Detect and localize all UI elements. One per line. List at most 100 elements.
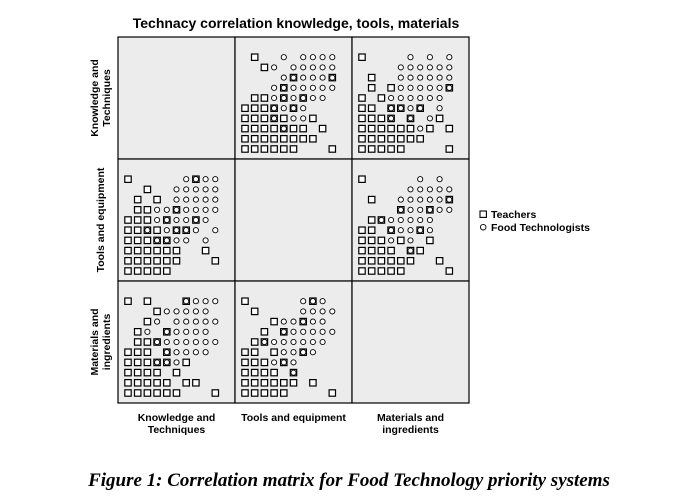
point-teachers <box>397 267 405 275</box>
point-food-technologists <box>163 338 170 346</box>
point-food-technologists <box>329 328 336 335</box>
point-food-technologists <box>212 176 219 183</box>
point-food-technologists <box>446 206 453 213</box>
point-teachers <box>387 135 395 143</box>
panel-r1-c2 <box>351 158 470 282</box>
point-food-technologists <box>202 338 209 346</box>
point-food-technologists <box>329 64 336 71</box>
row-label-line: Techniques <box>101 69 113 127</box>
point-teachers <box>377 145 386 153</box>
point-teachers <box>143 206 152 214</box>
point-teachers <box>367 216 376 224</box>
point-food-technologists <box>417 186 424 193</box>
point-food-technologists <box>388 227 395 234</box>
point-food-technologists <box>202 176 209 183</box>
point-food-technologists <box>309 349 316 356</box>
point-food-technologists <box>173 227 180 234</box>
point-teachers <box>260 389 269 397</box>
point-teachers <box>377 114 386 123</box>
point-teachers <box>133 267 142 275</box>
point-food-technologists <box>173 318 180 325</box>
point-teachers <box>133 216 142 224</box>
point-food-technologists <box>436 94 443 102</box>
point-food-technologists <box>388 115 395 122</box>
point-teachers <box>309 135 317 143</box>
point-food-technologists <box>436 186 443 193</box>
point-teachers <box>289 379 298 387</box>
point-teachers <box>241 124 249 133</box>
point-teachers <box>163 389 171 397</box>
point-food-technologists <box>388 94 395 102</box>
point-food-technologists <box>378 216 385 224</box>
point-food-technologists <box>300 298 307 305</box>
point-food-technologists <box>202 298 209 305</box>
point-food-technologists <box>192 298 199 305</box>
point-teachers <box>358 135 366 143</box>
point-food-technologists <box>144 227 151 234</box>
point-teachers <box>377 236 386 245</box>
point-food-technologists <box>290 349 297 356</box>
point-food-technologists <box>183 328 190 335</box>
point-teachers <box>270 348 278 357</box>
column-label: Tools and equipment <box>241 412 346 424</box>
point-food-technologists <box>212 227 219 234</box>
point-food-technologists <box>212 298 219 305</box>
point-food-technologists <box>202 196 209 203</box>
point-food-technologists <box>407 237 414 244</box>
point-food-technologists <box>280 338 287 346</box>
point-teachers <box>241 297 249 306</box>
point-teachers <box>143 257 152 265</box>
row-label: Knowledge andTechniques <box>89 59 113 137</box>
point-teachers <box>124 267 132 275</box>
point-teachers <box>358 104 366 113</box>
point-teachers <box>270 317 278 326</box>
point-food-technologists <box>183 176 190 183</box>
point-food-technologists <box>329 84 336 91</box>
point-teachers <box>280 135 288 143</box>
point-food-technologists <box>426 74 433 81</box>
point-teachers <box>163 257 171 265</box>
point-teachers <box>163 267 171 275</box>
point-food-technologists <box>417 125 424 132</box>
row-label-line: Knowledge and <box>89 59 101 137</box>
point-food-technologists <box>163 227 170 234</box>
point-teachers <box>445 267 454 275</box>
point-teachers <box>241 379 249 387</box>
point-food-technologists <box>163 349 170 356</box>
point-teachers <box>358 226 366 235</box>
point-food-technologists <box>290 105 297 112</box>
point-food-technologists <box>183 349 190 356</box>
point-food-technologists <box>290 94 297 102</box>
point-food-technologists <box>183 308 190 315</box>
point-food-technologists <box>319 74 326 81</box>
point-teachers <box>367 145 376 153</box>
point-food-technologists <box>300 318 307 325</box>
point-food-technologists <box>202 318 209 325</box>
point-teachers <box>250 358 259 367</box>
point-teachers <box>387 124 395 133</box>
point-food-technologists <box>290 84 297 91</box>
point-teachers <box>124 368 132 377</box>
panel-background <box>351 280 470 404</box>
column-label-line: Techniques <box>148 424 206 436</box>
point-food-technologists <box>192 227 199 234</box>
point-food-technologists <box>183 237 190 244</box>
point-food-technologists <box>192 318 199 325</box>
panel-r0-c1 <box>234 36 353 160</box>
point-food-technologists <box>163 328 170 335</box>
point-food-technologists <box>407 74 414 81</box>
point-food-technologists <box>397 64 404 71</box>
point-teachers <box>309 114 317 123</box>
point-food-technologists <box>280 94 287 102</box>
point-teachers <box>435 257 444 265</box>
point-teachers <box>143 246 152 255</box>
point-teachers <box>309 379 317 387</box>
point-food-technologists <box>397 196 404 203</box>
panel-r2-c0 <box>117 280 236 404</box>
point-teachers <box>124 257 132 265</box>
point-food-technologists <box>426 186 433 193</box>
point-food-technologists <box>280 359 287 366</box>
point-teachers <box>143 358 152 367</box>
